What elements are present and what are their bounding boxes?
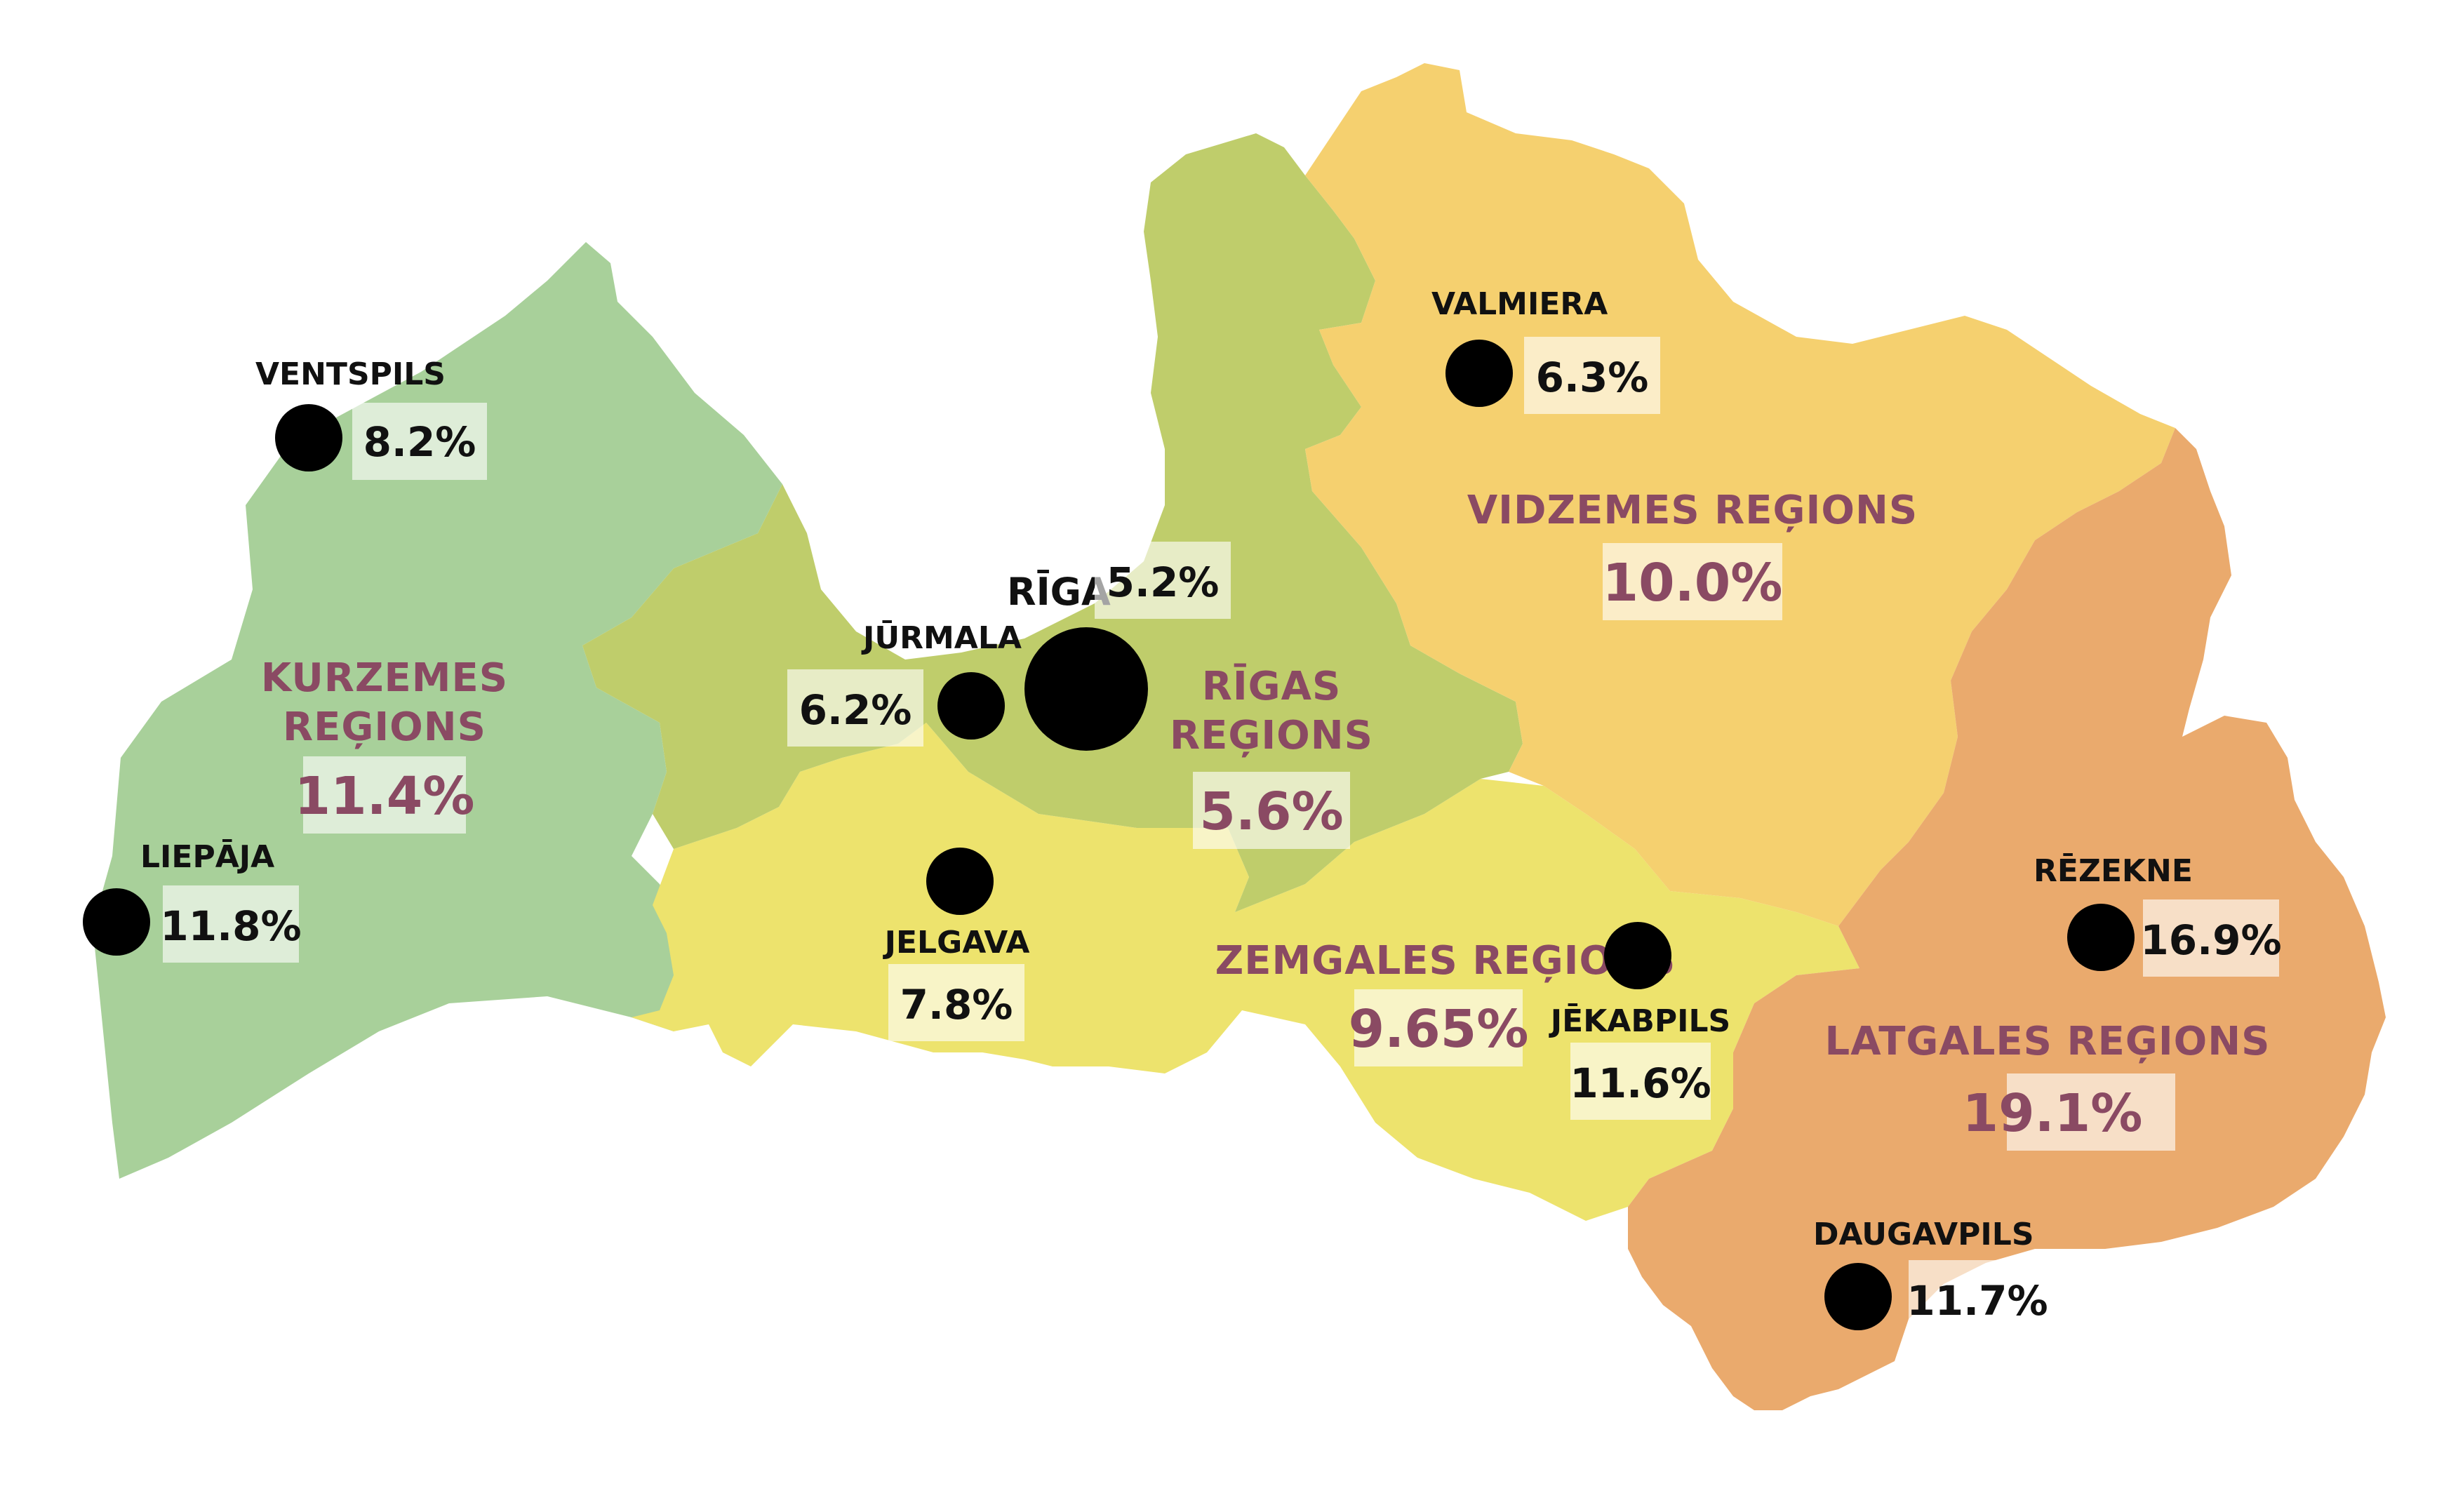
city-value-box-jelgava	[888, 964, 1024, 1041]
city-name-daugavpils: DAUGAVPILS	[1813, 1217, 2034, 1252]
city-name-jekabpils: JĒKABPILS	[1549, 1003, 1730, 1039]
city-value-box-daugavpils	[1909, 1260, 2046, 1337]
city-name-jurmala: JŪRMALA	[861, 620, 1022, 656]
region-value-vidzeme: 10.0%	[1603, 553, 1783, 613]
region-label-latgale: LATGALES REĢIONS 19.1%	[1825, 1019, 2271, 1151]
city-dot-ventspils[interactable]	[275, 404, 342, 471]
city-value-box-rezekne	[2143, 899, 2279, 977]
city-value-daugavpils: 11.7%	[1907, 1277, 2048, 1325]
region-name-kurzeme-line1: KURZEMES	[261, 655, 508, 701]
region-label-zemgale: ZEMGALES REĢIONS 9.65%	[1215, 938, 1676, 1066]
city-jekabpils[interactable]: JĒKABPILS 11.6%	[1549, 922, 1730, 1120]
city-jelgava[interactable]: JELGAVA 7.8%	[883, 848, 1030, 1041]
region-name-riga-line1: RĪGAS	[1202, 664, 1342, 709]
city-value-riga: 5.2%	[1107, 558, 1220, 606]
region-shape-vidzeme[interactable]	[1305, 63, 2175, 926]
city-name-valmiera: VALMIERA	[1431, 286, 1608, 322]
city-riga[interactable]: RĪGA 5.2%	[1007, 542, 1231, 751]
region-value-box-vidzeme	[1603, 543, 1782, 620]
region-label-vidzeme: VIDZEMES REĢIONS 10.0%	[1467, 488, 1918, 620]
city-dot-valmiera[interactable]	[1445, 340, 1513, 407]
region-value-box-latgale	[2007, 1073, 2175, 1151]
city-name-rezekne: RĒZEKNE	[2034, 852, 2193, 889]
city-dot-jekabpils[interactable]	[1604, 922, 1671, 989]
city-name-jelgava: JELGAVA	[883, 925, 1030, 961]
region-name-vidzeme: VIDZEMES REĢIONS	[1467, 488, 1918, 533]
region-label-riga: RĪGAS REĢIONS 5.6%	[1170, 664, 1373, 849]
region-value-box-zemgale	[1354, 989, 1523, 1066]
city-value-valmiera: 6.3%	[1536, 354, 1649, 401]
city-value-box-jekabpils	[1570, 1043, 1711, 1120]
region-name-latgale: LATGALES REĢIONS	[1825, 1019, 2271, 1064]
city-value-jurmala: 6.2%	[799, 686, 912, 734]
region-label-kurzeme: KURZEMES REĢIONS 11.4%	[261, 655, 508, 834]
city-dot-riga[interactable]	[1024, 627, 1148, 751]
city-value-box-valmiera	[1524, 337, 1660, 414]
region-name-kurzeme-line2: REĢIONS	[283, 704, 486, 750]
city-value-rezekne: 16.9%	[2140, 916, 2281, 964]
city-daugavpils[interactable]: DAUGAVPILS 11.7%	[1813, 1217, 2048, 1337]
city-value-jekabpils: 11.6%	[1570, 1059, 1711, 1107]
region-shape-zemgale[interactable]	[632, 723, 1859, 1221]
city-value-liepaja: 11.8%	[160, 902, 301, 950]
city-value-box-liepaja	[163, 885, 299, 963]
region-name-zemgale: ZEMGALES REĢIONS	[1215, 938, 1676, 984]
region-name-riga-line2: REĢIONS	[1170, 713, 1373, 758]
city-value-box-ventspils	[352, 403, 487, 480]
city-name-liepaja: LIEPĀJA	[140, 838, 274, 875]
city-value-box-jurmala	[787, 669, 923, 747]
city-dot-jurmala[interactable]	[937, 672, 1005, 740]
region-value-latgale: 19.1%	[1963, 1083, 2143, 1144]
region-value-box-kurzeme	[303, 756, 466, 834]
city-jurmala[interactable]: JŪRMALA 6.2%	[787, 620, 1022, 747]
city-liepaja[interactable]: LIEPĀJA 11.8%	[83, 838, 302, 963]
region-shape-latgale[interactable]	[1628, 428, 2386, 1410]
city-dot-jelgava[interactable]	[926, 848, 994, 915]
city-value-jelgava: 7.8%	[900, 981, 1013, 1029]
region-value-zemgale: 9.65%	[1349, 999, 1529, 1059]
city-dot-liepaja[interactable]	[83, 888, 150, 956]
city-name-riga: RĪGA	[1007, 570, 1111, 614]
city-valmiera[interactable]: VALMIERA 6.3%	[1431, 286, 1660, 414]
city-dot-daugavpils[interactable]	[1824, 1263, 1892, 1330]
city-rezekne[interactable]: RĒZEKNE 16.9%	[2034, 852, 2282, 977]
city-dot-rezekne[interactable]	[2067, 904, 2135, 971]
city-value-ventspils: 8.2%	[363, 418, 476, 466]
region-value-kurzeme: 11.4%	[295, 766, 475, 827]
city-value-box-riga	[1095, 542, 1231, 619]
city-ventspils[interactable]: VENTSPILS 8.2%	[255, 356, 487, 480]
region-value-box-riga	[1193, 772, 1350, 849]
region-value-riga: 5.6%	[1199, 782, 1343, 842]
city-name-ventspils: VENTSPILS	[255, 356, 446, 392]
